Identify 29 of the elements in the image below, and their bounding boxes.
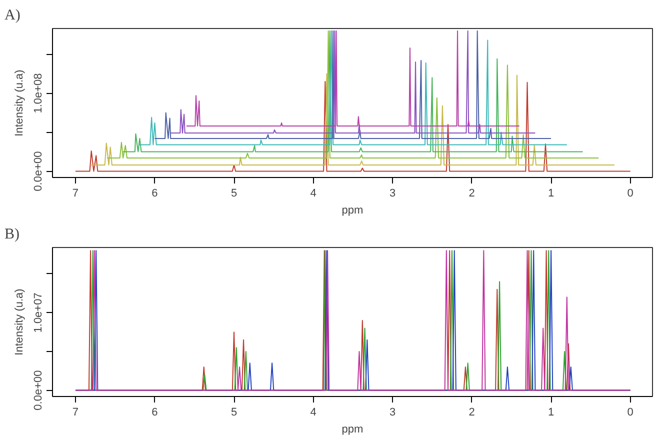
line-series <box>90 73 615 166</box>
x-tick-label: 2 <box>468 406 475 418</box>
line-series <box>74 250 631 391</box>
y-tick-label: 1.0e+08 <box>32 73 44 114</box>
x-tick-label: 4 <box>310 406 316 418</box>
chart-title: A) <box>4 8 20 24</box>
y-axis-title: Intensity (u.a) <box>14 288 26 356</box>
x-tick-label: 4 <box>310 188 316 200</box>
x-tick-label: 7 <box>72 188 79 200</box>
y-axis-title: Intensity (u.a) <box>14 70 26 136</box>
x-tick-label: 6 <box>152 406 158 418</box>
x-tick-label: 3 <box>389 188 396 200</box>
y-tick-label: 1.0e+07 <box>32 292 44 333</box>
x-tick-label: 5 <box>230 406 238 418</box>
x-tick-label: 1 <box>548 406 554 418</box>
y-tick-label: 0.0e+00 <box>32 370 44 410</box>
line-series <box>74 81 631 172</box>
x-tick-label: 0 <box>627 188 634 200</box>
x-tick-label: 7 <box>72 406 79 418</box>
x-tick-label: 6 <box>152 188 158 200</box>
x-tick-label: 2 <box>468 188 475 200</box>
x-tick-label: 5 <box>230 188 238 200</box>
y-tick-label: 0.0e+00 <box>32 151 44 192</box>
x-axis-title: ppm <box>342 424 364 436</box>
x-axis-title: ppm <box>342 204 364 216</box>
x-tick-label: 3 <box>389 406 396 418</box>
chart-title: B) <box>4 226 20 242</box>
x-tick-label: 0 <box>627 406 634 418</box>
x-tick-label: 1 <box>548 188 554 200</box>
